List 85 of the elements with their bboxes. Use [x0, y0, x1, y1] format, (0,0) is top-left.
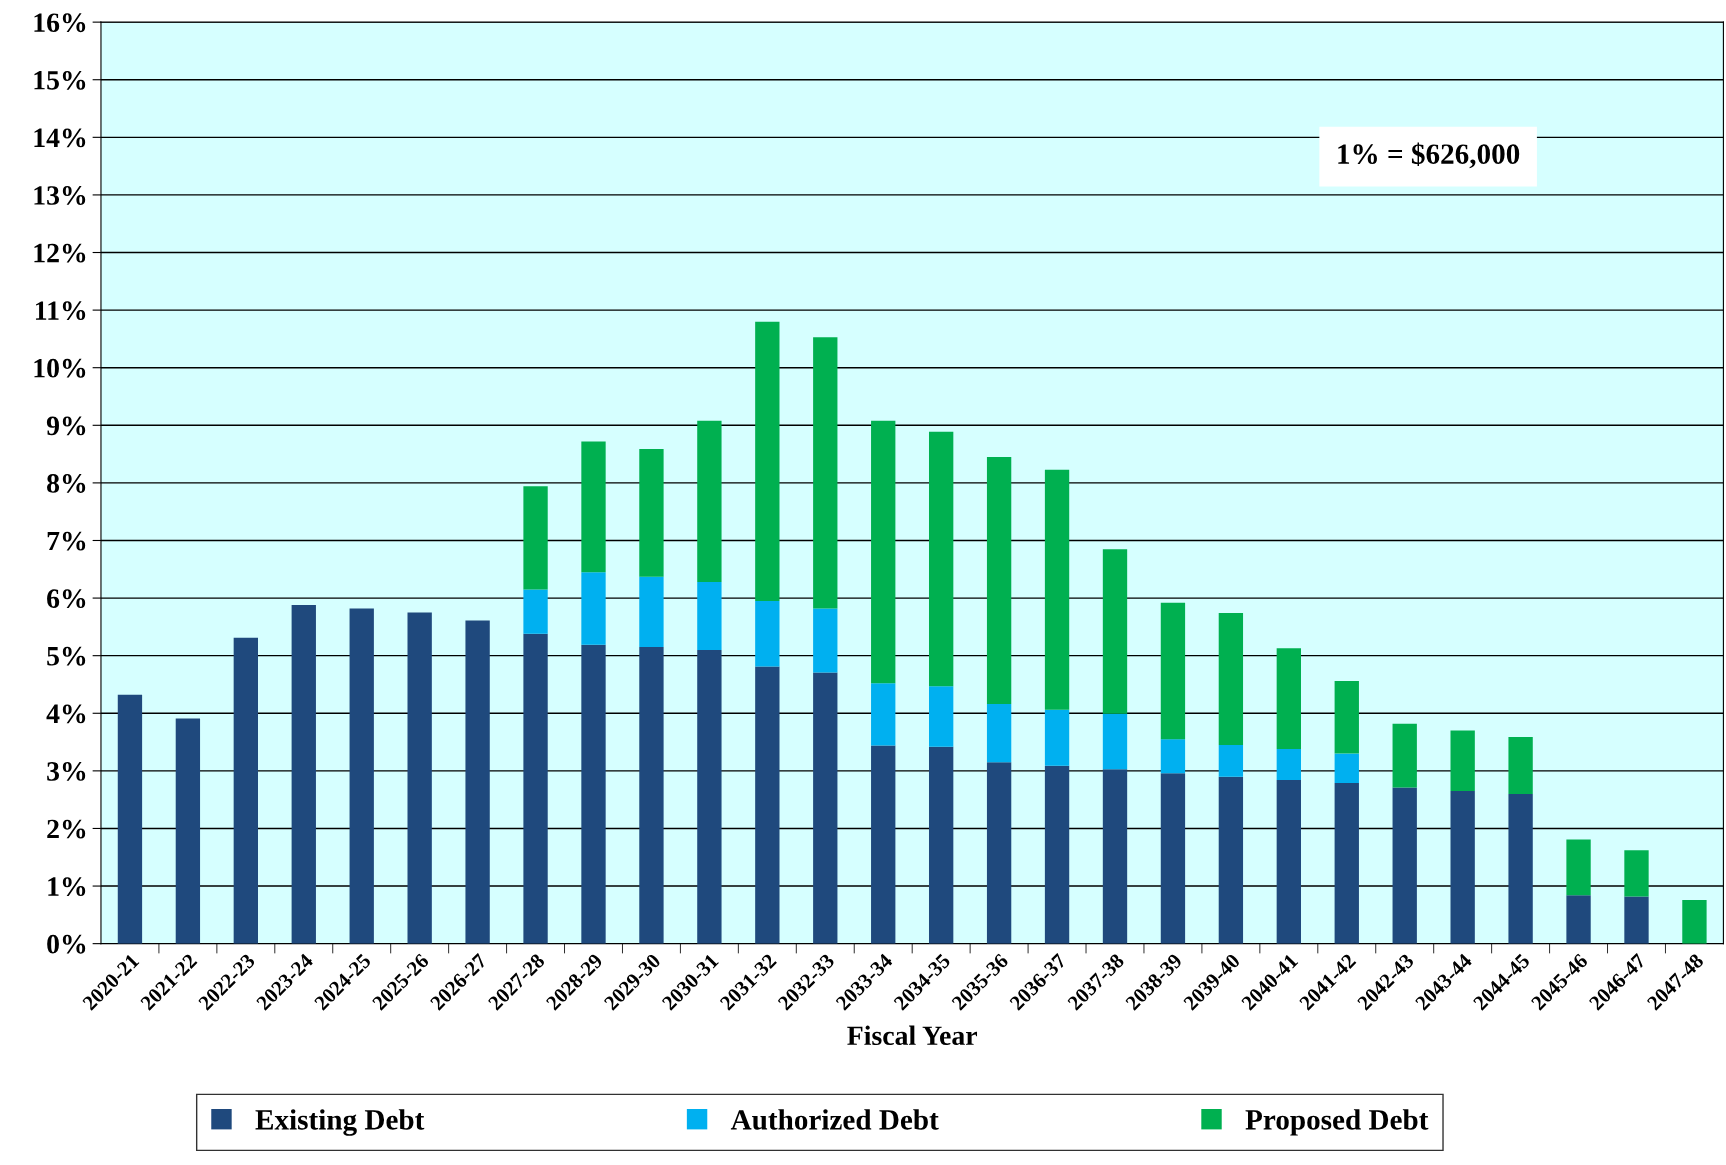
bar	[755, 600, 780, 667]
y-tick-label: 1%	[48, 877, 86, 897]
bar	[639, 576, 664, 648]
y-tick-label: 0%	[47, 934, 86, 954]
bar	[1044, 709, 1070, 766]
y-tick-label: 7%	[47, 531, 86, 551]
bar	[1044, 765, 1070, 944]
bar	[233, 637, 258, 944]
bar	[697, 581, 722, 650]
bar	[813, 608, 838, 673]
y-tick-label: 10%	[34, 358, 86, 378]
bar	[581, 572, 606, 645]
bar	[1102, 713, 1128, 770]
bar	[928, 431, 954, 687]
bar	[523, 486, 548, 590]
bar	[1276, 780, 1301, 944]
bar	[1160, 739, 1186, 774]
y-tick-label: 15%	[34, 70, 86, 90]
bar	[986, 704, 1012, 763]
y-tick-label: 3%	[47, 762, 86, 781]
bar	[1102, 769, 1128, 944]
bar	[1624, 850, 1649, 897]
bar	[1392, 723, 1417, 788]
legend-label: Existing Debt	[255, 1109, 425, 1136]
bar	[1508, 736, 1533, 794]
bar	[986, 456, 1012, 705]
bar	[465, 620, 490, 944]
bar	[175, 718, 201, 944]
bar	[697, 649, 722, 944]
bar	[1334, 681, 1359, 754]
bar	[871, 745, 896, 944]
bar	[291, 604, 316, 944]
bar	[1276, 648, 1301, 749]
y-tick-label: 2%	[47, 819, 86, 839]
legend-label: Authorized Debt	[730, 1109, 939, 1130]
bar	[1682, 899, 1707, 944]
y-tick-label: 13%	[34, 186, 86, 205]
bar	[871, 683, 896, 746]
bar	[1218, 613, 1244, 745]
bar	[407, 612, 432, 944]
bar	[871, 420, 896, 684]
bar	[1566, 895, 1591, 944]
bar	[523, 589, 548, 634]
bar	[1276, 748, 1301, 781]
bar	[523, 633, 548, 944]
bar	[1450, 791, 1475, 944]
y-tick-label: 16%	[34, 13, 86, 33]
bar	[639, 647, 664, 944]
bar	[1044, 469, 1070, 710]
legend-label: Proposed Debt	[1245, 1109, 1429, 1136]
bar	[581, 644, 606, 944]
x-axis-title: Fiscal Year	[847, 1025, 978, 1046]
bar	[1160, 773, 1186, 944]
y-tick-label: 8%	[47, 474, 86, 493]
y-tick-label: 5%	[47, 646, 86, 666]
bar	[1508, 793, 1533, 944]
bar	[1392, 787, 1417, 944]
y-tick-label: 11%	[35, 301, 86, 321]
bar	[1624, 896, 1649, 944]
bar	[813, 337, 838, 609]
bar	[928, 686, 954, 747]
bar	[755, 321, 780, 601]
bar	[1218, 776, 1244, 944]
y-tick-label: 6%	[47, 589, 86, 609]
bar	[349, 608, 374, 944]
bar	[581, 441, 606, 573]
bar	[1102, 549, 1128, 714]
bar	[755, 666, 780, 944]
bar	[1218, 744, 1244, 777]
bar	[986, 762, 1012, 944]
annotation: 1% = $626,000	[1338, 142, 1520, 169]
y-tick-label: 14%	[34, 128, 86, 148]
bar	[1566, 839, 1591, 896]
bar	[1334, 782, 1359, 944]
bar	[639, 448, 664, 577]
bar	[117, 694, 143, 944]
y-tick-label: 9%	[46, 416, 86, 436]
bar	[813, 672, 838, 944]
bar	[928, 746, 954, 944]
y-tick-label: 4%	[46, 704, 86, 724]
bar	[1160, 602, 1186, 740]
bar	[697, 420, 722, 582]
bar	[1334, 753, 1359, 783]
y-tick-label: 12%	[34, 243, 86, 263]
bar	[1450, 730, 1475, 792]
